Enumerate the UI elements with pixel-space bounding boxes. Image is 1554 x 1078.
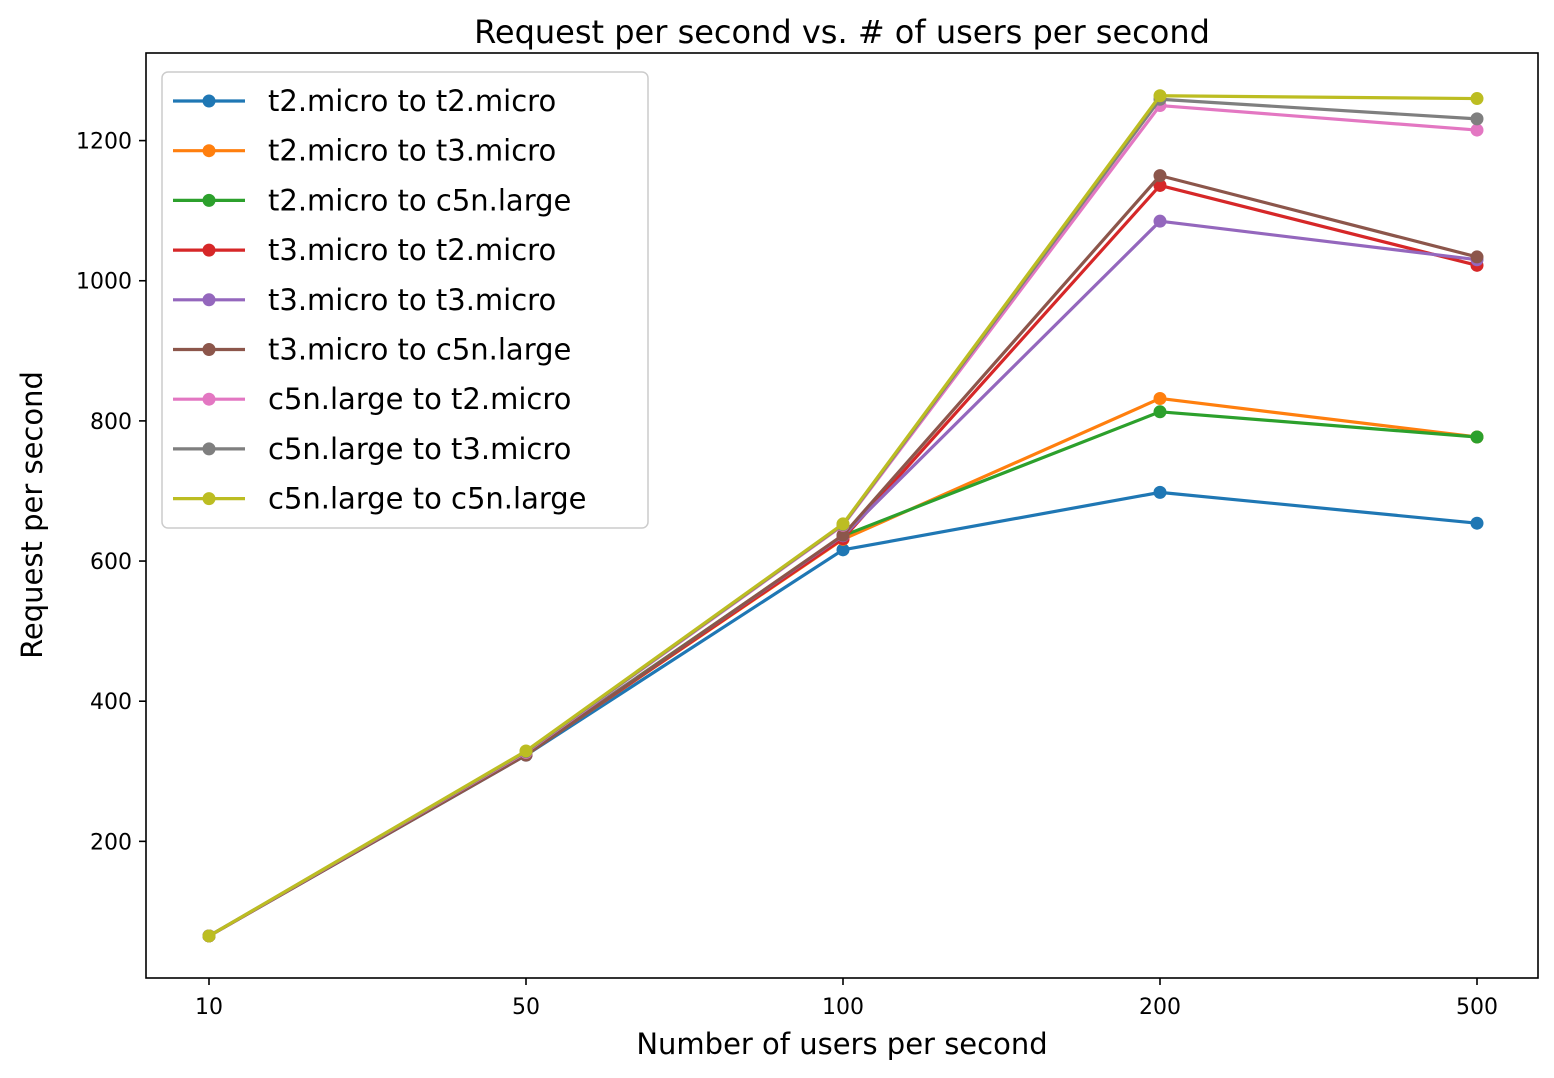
legend-entry: t2.micro to t3.micro (173, 134, 556, 168)
legend-marker (202, 243, 216, 257)
legend-marker (202, 392, 216, 406)
legend-marker (202, 492, 216, 506)
legend-entry: t2.micro to t2.micro (173, 84, 556, 118)
legend-label: t2.micro to t3.micro (268, 134, 556, 168)
legend-label: c5n.large to c5n.large (268, 482, 587, 516)
legend-label: c5n.large to t2.micro (268, 382, 571, 416)
legend-box (161, 71, 649, 529)
y-tick-label: 400 (90, 690, 132, 715)
x-tick-label: 500 (1456, 995, 1498, 1020)
data-point (1470, 516, 1484, 530)
data-point (1153, 391, 1167, 405)
legend-entry: c5n.large to t3.micro (173, 432, 571, 466)
data-point (836, 543, 850, 557)
legend-label: t2.micro to t2.micro (268, 84, 556, 118)
legend-marker (202, 442, 216, 456)
data-point (1470, 430, 1484, 444)
legend-label: t3.micro to t2.micro (268, 233, 556, 267)
data-point (1153, 214, 1167, 228)
data-point (1470, 250, 1484, 264)
y-tick-label: 600 (90, 550, 132, 575)
y-axis-label: Request per second (15, 371, 49, 659)
data-point (836, 528, 850, 542)
x-tick-label: 50 (512, 995, 540, 1020)
data-point (202, 929, 216, 943)
legend-entry: t3.micro to c5n.large (173, 333, 571, 367)
data-point (1153, 405, 1167, 419)
chart-title: Request per second vs. # of users per se… (474, 13, 1210, 51)
legend-marker (202, 144, 216, 158)
data-point (1470, 92, 1484, 106)
legend-marker (202, 293, 216, 307)
data-point (519, 744, 533, 758)
data-point (1470, 112, 1484, 126)
legend-label: c5n.large to t3.micro (268, 432, 571, 466)
legend-marker (202, 193, 216, 207)
x-tick-label: 200 (1139, 995, 1181, 1020)
legend-entry: t3.micro to t3.micro (173, 283, 556, 317)
data-point (1153, 178, 1167, 192)
y-tick-label: 200 (90, 830, 132, 855)
axis-ticks: 10 50 100 200 500 200 400 600 800 1000 1200 (76, 130, 1498, 1020)
y-tick-label: 1000 (76, 270, 132, 295)
legend-label: t3.micro to c5n.large (268, 333, 571, 367)
legend-entry: t2.micro to c5n.large (173, 183, 571, 217)
legend-entry: t3.micro to t2.micro (173, 233, 556, 267)
x-tick-label: 10 (195, 995, 223, 1020)
data-point (1153, 485, 1167, 499)
legend-entry: c5n.large to c5n.large (173, 482, 587, 516)
y-tick-label: 800 (90, 410, 132, 435)
data-point (1153, 169, 1167, 183)
data-point (1153, 89, 1167, 103)
legend: t2.micro to t2.micro t2.micro to t3.micro… (161, 71, 649, 529)
series-9 (202, 89, 1484, 943)
y-tick-label: 1200 (76, 130, 132, 155)
x-axis-label: Number of users per second (636, 1027, 1047, 1061)
series-lines (202, 89, 1484, 943)
legend-entry: c5n.large to t2.micro (173, 382, 571, 416)
legend-label: t3.micro to t3.micro (268, 283, 556, 317)
data-point (836, 517, 850, 531)
data-point (1470, 123, 1484, 137)
legend-marker (202, 94, 216, 108)
x-tick-label: 100 (822, 995, 864, 1020)
plot-frame (145, 52, 1539, 979)
legend-marker (202, 343, 216, 356)
legend-label: t2.micro to c5n.large (268, 183, 571, 217)
